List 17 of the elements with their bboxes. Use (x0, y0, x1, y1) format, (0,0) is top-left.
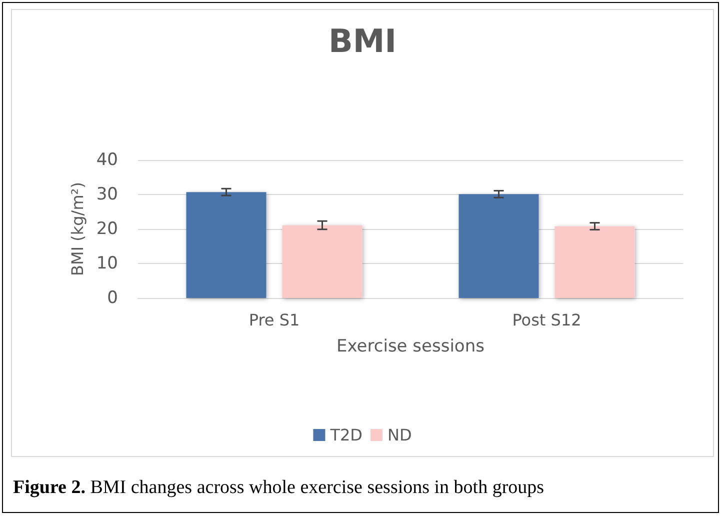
y-tick-label: 40 (96, 150, 118, 170)
y-tick-label: 10 (96, 254, 118, 274)
bar (186, 192, 266, 298)
y-axis-title: BMI (kg/m²) (68, 182, 87, 276)
x-tick-label: Post S12 (512, 310, 582, 330)
chart-title: BMI (328, 22, 397, 60)
bar (554, 226, 635, 298)
bar (458, 194, 539, 298)
legend-label: T2D (329, 426, 362, 444)
y-tick-label: 30 (96, 184, 118, 204)
y-tick-label: 0 (107, 288, 118, 308)
caption: Figure 2. BMI changes across whole exercise sessions in both groups (13, 477, 544, 499)
x-tick-label: Pre S1 (248, 310, 300, 330)
y-tick-label: 20 (96, 219, 118, 239)
bar (282, 225, 362, 298)
legend-label: ND (387, 426, 412, 444)
x-axis-title: Exercise sessions (336, 336, 485, 356)
